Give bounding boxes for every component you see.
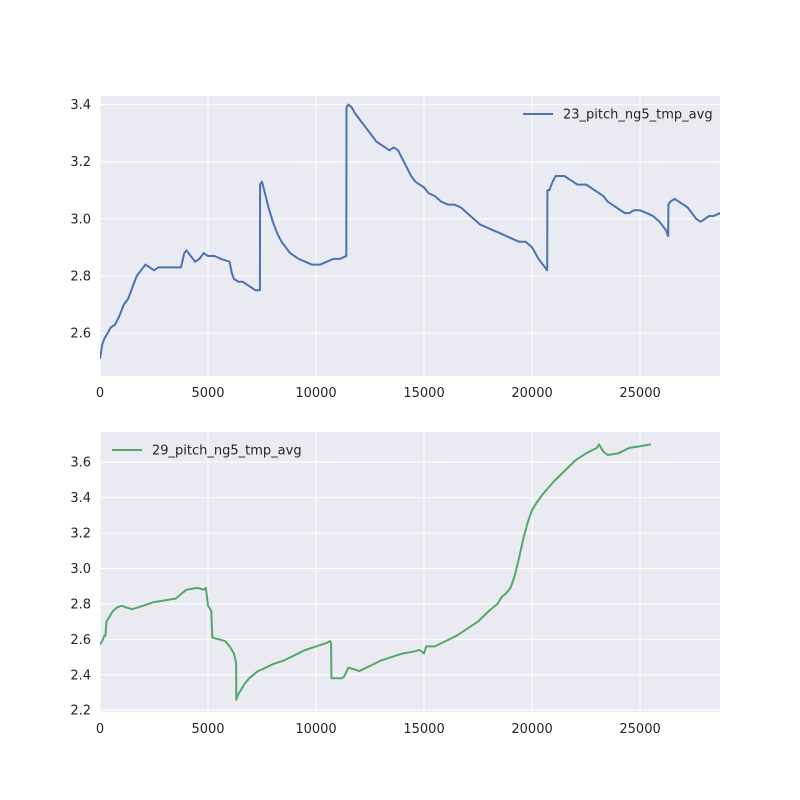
chart-panel-2: 0 5000 10000 15000 20000 25000 2.2 2.4 2.6 2.8 3.0… (70, 432, 720, 737)
x-tick-label: 20000 (511, 722, 552, 737)
x-tick-label: 20000 (511, 386, 552, 401)
x-tick-label: 25000 (619, 386, 660, 401)
x-tick-label: 0 (96, 386, 104, 401)
y-tick-label: 2.4 (70, 668, 91, 683)
x-tick-label: 10000 (295, 722, 336, 737)
series-line (100, 443, 652, 701)
plot-area (100, 432, 720, 712)
y-tick-label: 2.6 (70, 633, 91, 648)
y-tick-label: 3.4 (70, 98, 91, 113)
series-line (100, 103, 720, 360)
x-tick-label: 15000 (403, 386, 444, 401)
y-tick-label: 3.6 (70, 456, 91, 471)
legend: 29_pitch_ng5_tmp_avg (112, 444, 302, 459)
x-tick-label: 5000 (191, 386, 224, 401)
y-tick-label: 3.4 (70, 491, 91, 506)
y-tick-label: 3.0 (70, 562, 91, 577)
chart-panel-1: 0 5000 10000 15000 20000 25000 2.6 2.8 3.0 3.2 3.4… (70, 96, 720, 401)
y-tick-label: 2.8 (70, 270, 91, 285)
y-tick-label: 2.2 (70, 704, 91, 719)
x-tick-label: 0 (96, 722, 104, 737)
legend: 23_pitch_ng5_tmp_avg (523, 108, 713, 123)
y-tick-label: 3.2 (70, 527, 91, 542)
y-tick-label: 3.2 (70, 155, 91, 170)
y-tick-label: 2.8 (70, 597, 91, 612)
y-tick-label: 3.0 (70, 212, 91, 227)
legend-label: 23_pitch_ng5_tmp_avg (563, 108, 713, 123)
legend-label: 29_pitch_ng5_tmp_avg (152, 444, 302, 459)
y-tick-label: 2.6 (70, 327, 91, 342)
plot-area (100, 96, 720, 376)
x-tick-label: 10000 (295, 386, 336, 401)
x-tick-label: 15000 (403, 722, 444, 737)
x-tick-label: 5000 (191, 722, 224, 737)
x-tick-label: 25000 (619, 722, 660, 737)
